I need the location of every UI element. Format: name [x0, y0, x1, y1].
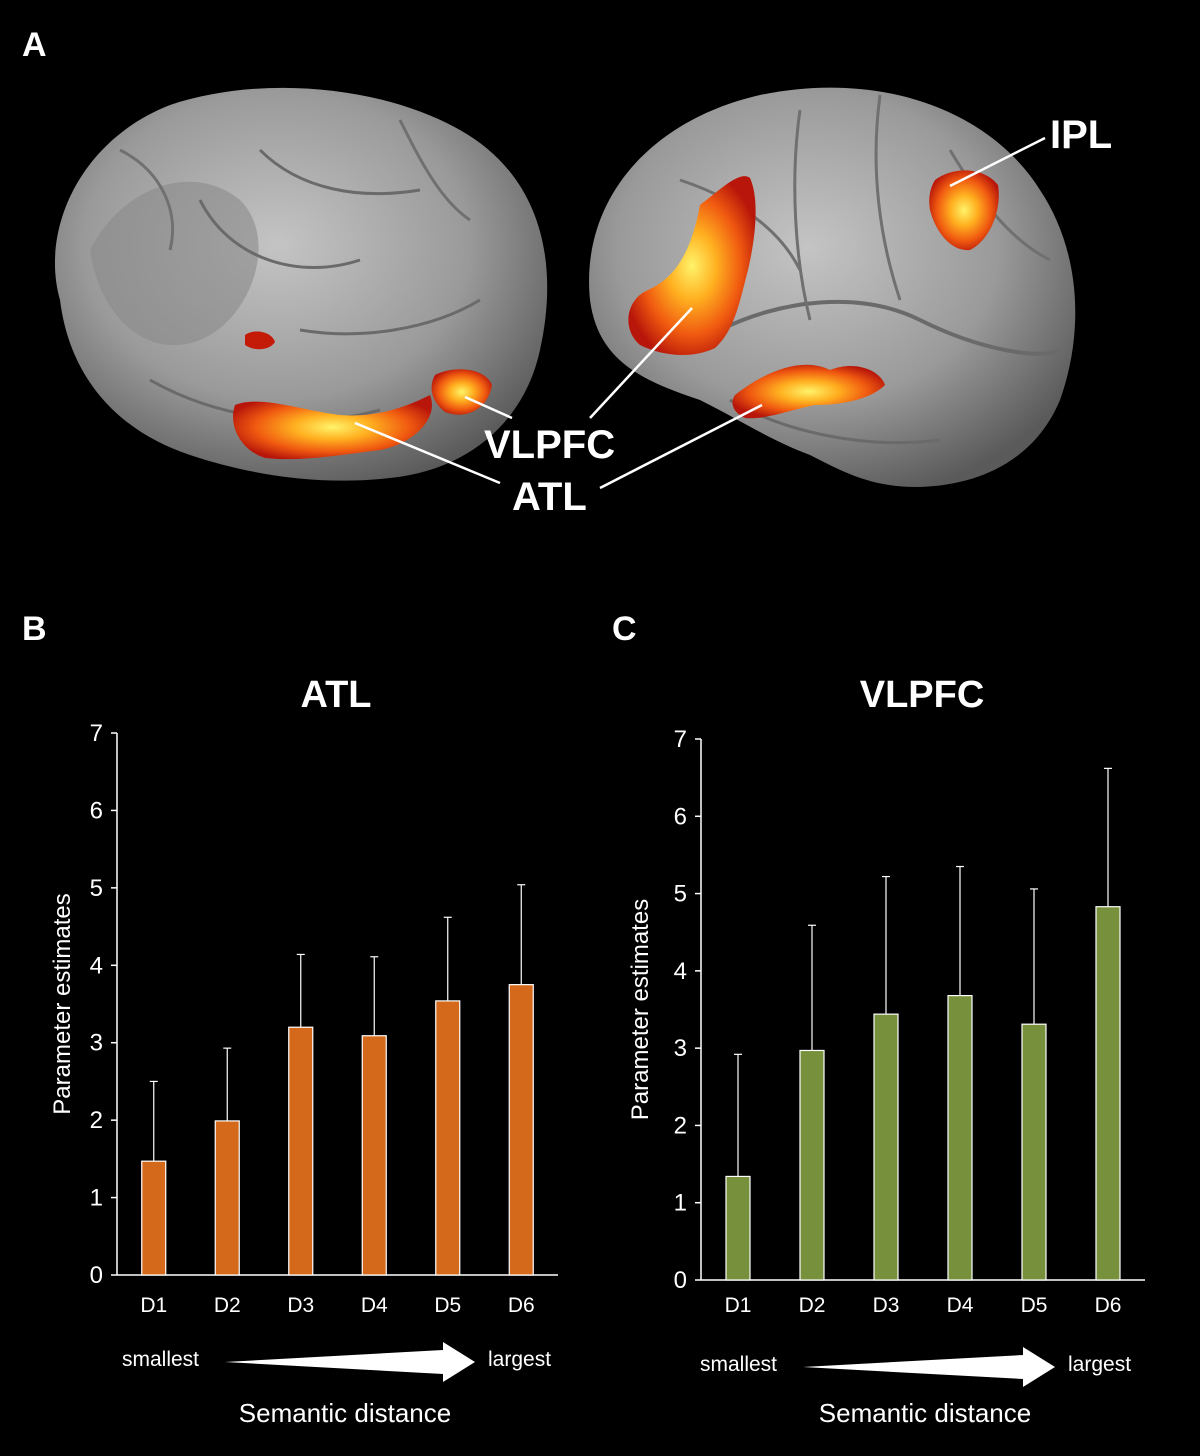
- vlpfc-category-label: D1: [725, 1294, 752, 1317]
- label-ipl: IPL: [1050, 113, 1112, 157]
- activation-atl-right: [732, 364, 885, 419]
- atl-chart-title: ATL: [300, 674, 371, 716]
- atl-bar: [288, 1026, 314, 1276]
- vlpfc-category-label: D2: [799, 1294, 826, 1317]
- atl-bar: [361, 1035, 387, 1276]
- atl-y-tick-label: 3: [90, 1030, 103, 1057]
- atl-distance-arrow: [225, 1342, 475, 1382]
- panel-a-letter: A: [22, 26, 47, 64]
- atl-y-tick-label: 4: [90, 952, 103, 979]
- atl-arrow-start-label: smallest: [122, 1348, 199, 1371]
- activation-atl-left: [233, 395, 432, 460]
- vlpfc-category-label: D6: [1095, 1294, 1122, 1317]
- activation-vlpfc-right: [628, 176, 756, 356]
- atl-category-label: D2: [214, 1294, 241, 1317]
- vlpfc-y-tick-label: 5: [674, 881, 687, 908]
- atl-bar: [508, 984, 534, 1276]
- vlpfc-arrow-end-label: largest: [1068, 1353, 1131, 1376]
- vlpfc-y-tick-label: 2: [674, 1112, 687, 1139]
- atl-y-tick-label: 2: [90, 1107, 103, 1134]
- activation-ipl-right: [929, 170, 999, 251]
- chart-atl: ATL 0 1 2 3 4 5 6 7 Parameter estimates D1 D2 D3 D4 D5…: [49, 674, 558, 1428]
- vlpfc-y-tick-label: 6: [674, 803, 687, 830]
- vlpfc-bar: [947, 994, 973, 1281]
- vlpfc-y-tick-label: 0: [674, 1267, 687, 1294]
- vlpfc-category-label: D3: [873, 1294, 900, 1317]
- vlpfc-y-tick-label: 1: [674, 1190, 687, 1217]
- atl-y-tick-label: 1: [90, 1185, 103, 1212]
- leader-lines: [354, 136, 1046, 490]
- vlpfc-bar: [1095, 906, 1121, 1281]
- atl-category-label: D1: [140, 1294, 167, 1317]
- vlpfc-y-axis-label: Parameter estimates: [627, 899, 654, 1120]
- vlpfc-y-tick-label: 3: [674, 1035, 687, 1062]
- vlpfc-arrow-start-label: smallest: [700, 1353, 777, 1376]
- vlpfc-category-label: D4: [947, 1294, 974, 1317]
- vlpfc-chart-title: VLPFC: [860, 674, 985, 716]
- panel-b-letter: B: [22, 610, 47, 648]
- atl-category-label: D6: [508, 1294, 535, 1317]
- vlpfc-distance-arrow: [803, 1347, 1055, 1387]
- atl-category-label: D5: [434, 1294, 461, 1317]
- label-vlpfc: VLPFC: [484, 423, 615, 467]
- atl-category-label: D3: [287, 1294, 314, 1317]
- vlpfc-category-label: D5: [1021, 1294, 1048, 1317]
- atl-y-tick-label: 7: [90, 720, 103, 747]
- vlpfc-bar: [873, 1013, 899, 1281]
- atl-y-tick-label: 5: [90, 875, 103, 902]
- vlpfc-bar: [725, 1175, 751, 1281]
- atl-category-label: D4: [361, 1294, 388, 1317]
- atl-y-tick-label: 0: [90, 1262, 103, 1289]
- atl-arrow-end-label: largest: [488, 1348, 551, 1371]
- vlpfc-y-tick-label: 4: [674, 958, 687, 985]
- atl-bar: [214, 1120, 240, 1276]
- vlpfc-bar: [799, 1049, 825, 1281]
- brain-ventral-view: [54, 87, 548, 481]
- atl-y-tick-label: 6: [90, 797, 103, 824]
- panel-c-letter: C: [612, 610, 637, 648]
- chart-vlpfc: VLPFC 0 1 2 3 4 5 6 7 Parameter estimates D1 D2 D3 D4…: [627, 674, 1145, 1428]
- vlpfc-bar: [1021, 1023, 1047, 1281]
- atl-bar: [141, 1160, 167, 1276]
- atl-bar: [435, 1000, 461, 1276]
- atl-y-axis-label: Parameter estimates: [49, 893, 76, 1114]
- label-atl: ATL: [512, 475, 587, 519]
- atl-x-axis-label: Semantic distance: [239, 1398, 451, 1428]
- vlpfc-y-tick-label: 7: [674, 726, 687, 753]
- vlpfc-x-axis-label: Semantic distance: [819, 1398, 1031, 1428]
